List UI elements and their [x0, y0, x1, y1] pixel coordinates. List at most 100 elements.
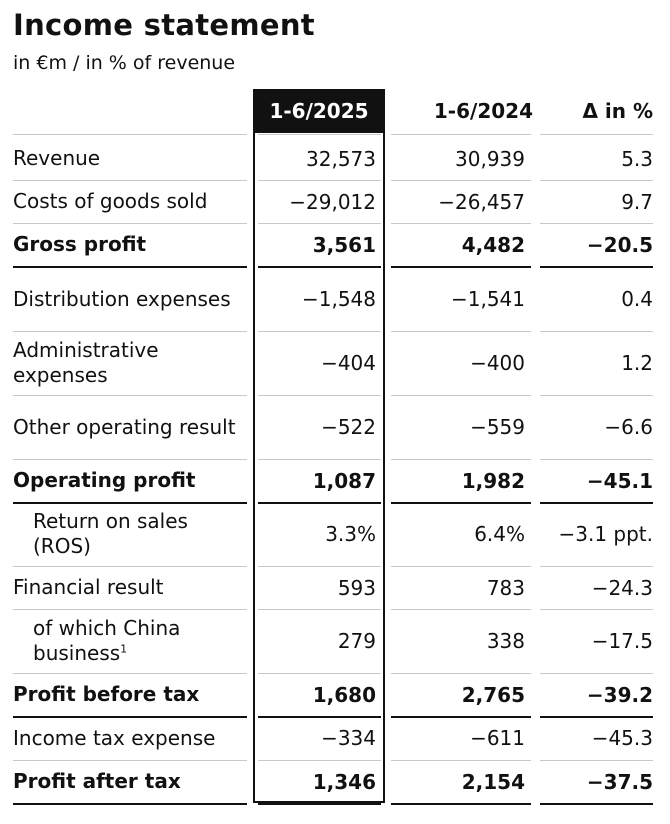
row-divider	[258, 223, 381, 224]
row-divider	[391, 134, 531, 135]
row-divider	[391, 760, 531, 761]
row-divider	[540, 331, 653, 332]
row-divider	[258, 566, 381, 567]
row-divider	[258, 716, 381, 718]
value-delta: 0.4	[621, 287, 653, 311]
column-header-delta: Δ in %	[582, 99, 653, 123]
row-label: Operating profit	[13, 459, 245, 502]
table-row: Gross profit 3,561 4,482 −20.5	[0, 223, 670, 266]
value-current: 1,087	[312, 468, 376, 493]
value-current: 3.3%	[325, 522, 376, 546]
row-divider	[13, 395, 247, 396]
table-row: of which China business1 279 338 −17.5	[0, 609, 670, 673]
row-divider	[391, 502, 531, 504]
row-divider	[540, 609, 653, 610]
row-label-text: Gross profit	[13, 232, 147, 256]
row-divider	[391, 331, 531, 332]
table-row: Other operating result −522 −559 −6.6	[0, 395, 670, 459]
row-divider	[13, 223, 247, 224]
row-label: of which China business1	[33, 609, 245, 673]
table-row: Financial result 593 783 −24.3	[0, 566, 670, 609]
row-divider	[540, 716, 653, 718]
row-divider	[540, 180, 653, 181]
row-label-text: Profit after tax	[13, 769, 181, 793]
table-row: Profit after tax 1,346 2,154 −37.5	[0, 760, 670, 803]
row-divider	[258, 331, 381, 332]
value-previous: 4,482	[461, 232, 525, 257]
row-divider	[13, 502, 247, 504]
page-subtitle: in €m / in % of revenue	[13, 52, 236, 74]
table-row: Return on sales (ROS) 3.3% 6.4% −3.1 ppt.	[0, 502, 670, 566]
row-divider	[540, 134, 653, 135]
row-divider	[540, 760, 653, 761]
row-divider	[13, 331, 247, 332]
row-divider	[13, 566, 247, 567]
table-row: Profit before tax 1,680 2,765 −39.2	[0, 673, 670, 716]
value-delta: −37.5	[586, 769, 653, 794]
value-current: −29,012	[289, 189, 376, 214]
value-delta: −17.5	[591, 629, 653, 653]
row-divider	[391, 673, 531, 674]
row-divider	[391, 803, 531, 805]
row-divider	[258, 180, 381, 181]
row-divider	[13, 609, 247, 610]
value-delta: −6.6	[604, 415, 653, 439]
value-previous: 783	[486, 575, 525, 600]
value-current: 593	[337, 575, 376, 600]
row-divider	[391, 566, 531, 567]
value-current: 279	[337, 629, 376, 653]
row-divider	[13, 134, 247, 135]
value-current: −334	[321, 726, 376, 750]
row-divider	[13, 803, 247, 805]
row-divider	[258, 803, 381, 805]
row-divider	[391, 223, 531, 224]
value-previous: −400	[470, 351, 525, 375]
row-divider	[391, 609, 531, 610]
table-row: Costs of goods sold −29,012 −26,457 9.7	[0, 180, 670, 223]
row-divider	[391, 459, 531, 460]
row-label: Income tax expense	[13, 716, 245, 760]
row-divider	[258, 134, 381, 135]
row-label: Administrative expenses	[13, 331, 245, 395]
value-previous: −26,457	[438, 189, 525, 214]
row-divider	[391, 266, 531, 268]
row-label-text: of which China business1	[33, 616, 181, 665]
value-delta: 9.7	[621, 189, 653, 214]
row-label: Other operating result	[13, 395, 245, 459]
table-row: Distribution expenses −1,548 −1,541 0.4	[0, 267, 670, 331]
row-label-text: Costs of goods sold	[13, 189, 208, 213]
value-delta: −3.1 ppt.	[558, 522, 653, 546]
value-previous: 2,765	[461, 682, 525, 707]
row-divider	[258, 609, 381, 610]
row-divider	[13, 459, 247, 460]
value-delta: −45.3	[591, 726, 653, 750]
row-label-text: Administrative expenses	[13, 338, 159, 387]
row-divider	[540, 395, 653, 396]
row-label: Revenue	[13, 137, 245, 180]
row-label-text: Distribution expenses	[13, 286, 231, 311]
row-divider	[540, 673, 653, 674]
page-title: Income statement	[13, 8, 315, 42]
table-row: Administrative expenses −404 −400 1.2	[0, 331, 670, 395]
table-row: Operating profit 1,087 1,982 −45.1	[0, 459, 670, 502]
row-divider	[391, 180, 531, 181]
row-divider	[258, 760, 381, 761]
footnote-marker: 1	[120, 642, 128, 656]
value-current: −404	[321, 351, 376, 375]
value-previous: −559	[470, 415, 525, 439]
row-label: Distribution expenses	[13, 267, 245, 331]
row-divider	[13, 760, 247, 761]
row-label: Costs of goods sold	[13, 180, 245, 223]
row-divider	[540, 223, 653, 224]
row-label-text: Return on sales (ROS)	[33, 509, 188, 558]
value-delta: 1.2	[621, 351, 653, 375]
value-current: −1,548	[301, 287, 376, 311]
row-label: Financial result	[13, 566, 245, 609]
value-current: 3,561	[312, 232, 376, 257]
value-previous: 2,154	[461, 769, 525, 794]
value-previous: 338	[486, 629, 525, 653]
row-label-text: Revenue	[13, 146, 101, 170]
value-previous: −611	[470, 726, 525, 750]
row-divider	[391, 395, 531, 396]
row-divider	[13, 266, 247, 268]
